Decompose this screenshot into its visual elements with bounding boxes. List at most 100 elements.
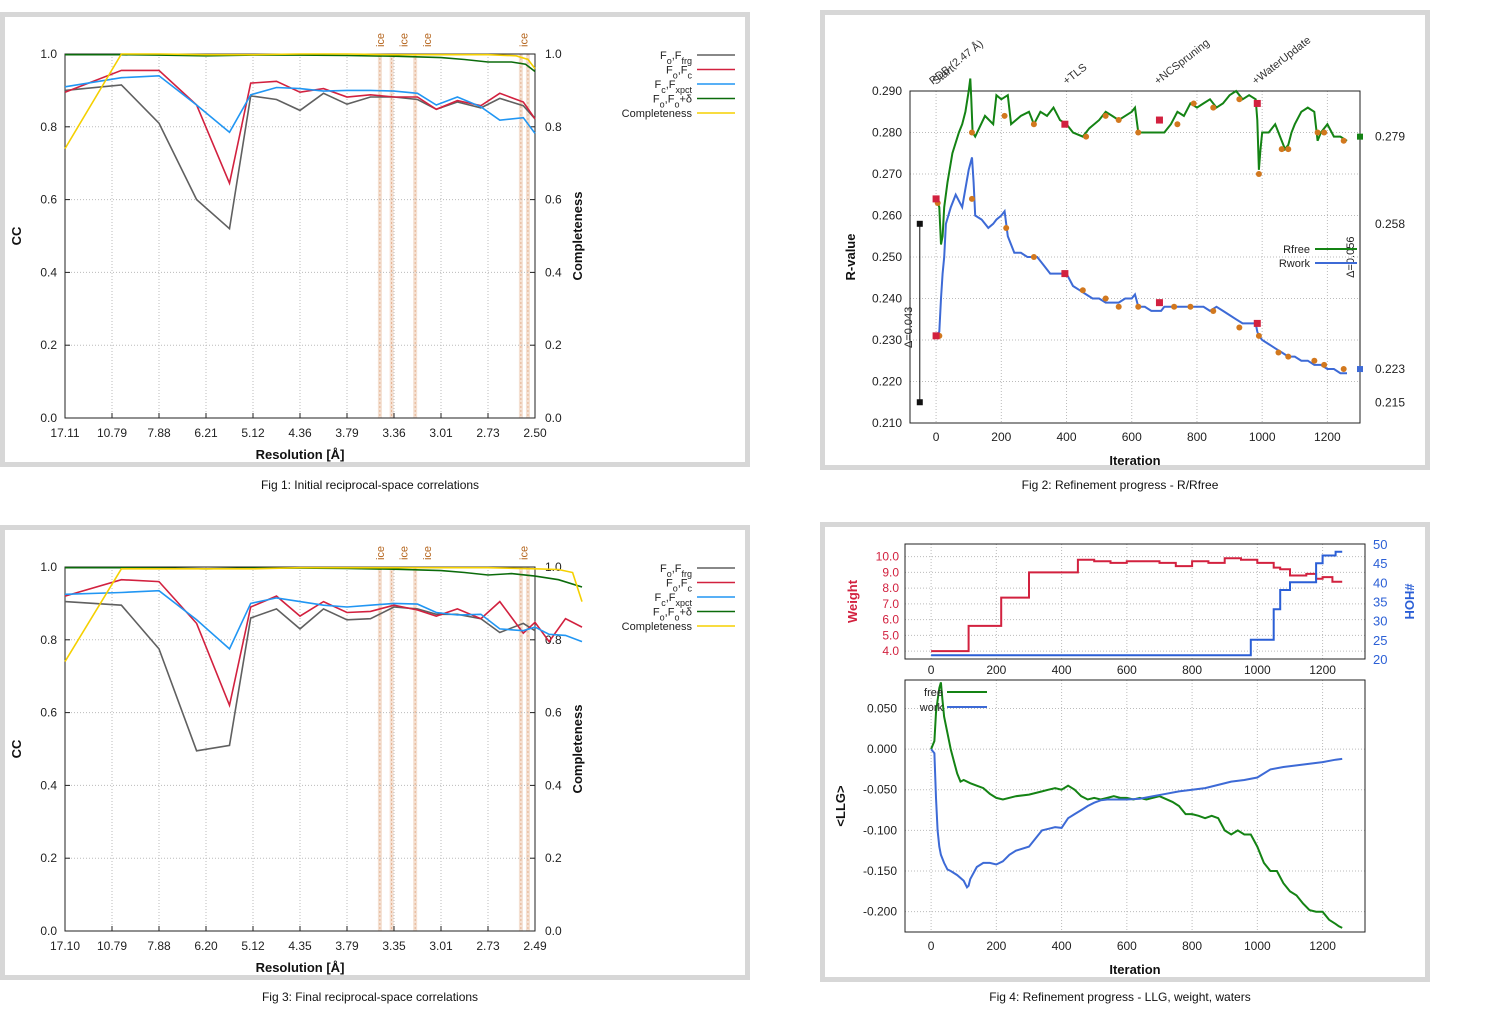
x-tick-label: 800 [1182,663,1202,677]
hoh-tick-label: 40 [1373,575,1387,590]
ice-label: ice [398,33,410,47]
y-tick-label: 0.260 [872,209,902,223]
legend-label: Rwork [1279,258,1311,270]
x-tick-label: 400 [1057,430,1077,444]
x-tick-label: 600 [1117,939,1137,953]
y-tick-label: 1.0 [40,47,57,61]
y-tick-label: 0.050 [867,701,897,715]
weight-tick-label: 6.0 [882,613,899,627]
orange-point [1135,303,1142,310]
x-tick-label: 1200 [1309,939,1336,953]
x-tick-label: 5.12 [241,939,265,953]
right-value-label: 0.279 [1375,130,1405,144]
orange-point [1255,332,1262,339]
y-tick-label: 0.0 [40,411,57,425]
top-plot-frame [904,543,1366,660]
x-tick-label: 10.79 [97,939,127,953]
x-tick-label: 2.73 [476,939,500,953]
orange-point [1285,146,1292,153]
x-tick-label: 1000 [1244,939,1271,953]
red-square [1155,116,1163,124]
x-tick-label: 4.35 [288,939,312,953]
y2-tick-label: 1.0 [545,47,562,61]
orange-point [1079,287,1086,294]
hoh-tick-label: 35 [1373,595,1387,610]
bottom-plot-frame [904,679,1366,933]
x-tick-label: 7.88 [147,939,171,953]
ice-label: ice [422,33,434,47]
x-tick-label: 17.11 [50,426,79,440]
y-tick-label: 0.6 [40,193,57,207]
x-tick-label: 200 [991,430,1011,444]
orange-point [1321,129,1328,136]
series-line-blue [64,74,536,134]
top-event-label: +NCSpruning [1152,37,1212,87]
y-axis-label: CC [9,739,24,758]
ice-label: ice [375,546,387,560]
top-event-label: +WaterUpdate [1250,34,1313,87]
fig2-panel: 0.210 0.220 0.230 0.240 0.250 0.260 0.270 0.280… [820,10,1430,470]
orange-point [1340,366,1347,373]
orange-point [1115,117,1122,124]
weight-axis-label: Weight [845,579,860,623]
y2-tick-label: 1.0 [545,560,562,574]
orange-point [1275,349,1282,356]
y2-axis-label: Completeness [570,705,585,794]
y2-tick-label: 0.2 [545,851,562,865]
fig4-caption: Fig 4: Refinement progress - LLG, weight… [989,990,1251,1004]
x-tick-label: 3.79 [335,426,359,440]
series-line-grey [64,84,536,231]
ice-label: ice [518,546,530,560]
ice-label: ice [422,546,434,560]
series-line-green [65,566,583,588]
y-tick-label: 1.0 [40,560,57,574]
red-square [932,332,940,340]
hoh-tick-label: 50 [1373,537,1387,552]
y-tick-label: 0.280 [872,126,902,140]
y-tick-label: 0.8 [40,120,57,134]
x-tick-label: 400 [1052,663,1072,677]
x-tick-label: 3.79 [335,939,359,953]
y-axis-label: R-value [843,234,858,281]
orange-point [1236,96,1243,103]
y-tick-label: -0.200 [863,905,897,919]
x-tick-label: 17.10 [50,939,80,953]
right-value-label: 0.258 [1375,217,1405,231]
y2-tick-label: 0.0 [545,924,562,938]
x-tick-label: 7.88 [147,426,171,440]
y-tick-label: -0.050 [863,783,897,797]
hoh-axis-label: #HOH [1402,583,1417,619]
x-axis-label: Resolution [Å] [256,447,345,462]
red-square [1253,319,1261,327]
top-event-label: +TLS [1061,62,1089,88]
pdb-rfree-marker [916,220,923,227]
final-rwork-marker [1357,366,1363,373]
legend-label: Fo,Fc [666,578,693,594]
x-tick-label: 0 [928,939,935,953]
right-value-label: 0.215 [1375,395,1405,409]
weight-tick-label: 7.0 [882,597,899,611]
legend-label: Rfree [1283,244,1310,256]
x-tick-label: 200 [986,663,1006,677]
x-tick-label: 1200 [1309,663,1336,677]
orange-point [1210,104,1217,111]
series-line-hoh [931,550,1343,657]
x-tick-label: 0 [928,663,935,677]
series-line-work [930,748,1343,889]
orange-point [1171,303,1178,310]
weight-tick-label: 10.0 [876,550,900,564]
legend-label: free [924,687,943,699]
series-line-yellow [64,566,583,663]
legend-label: Fo,Fo+δ [653,94,692,110]
series-line-free [930,682,1343,929]
orange-point [1187,303,1194,310]
orange-point [1311,357,1318,364]
x-tick-label: 600 [1122,430,1142,444]
x-tick-label: 4.36 [288,426,312,440]
series-line-rwork [935,157,1347,375]
weight-tick-label: 5.0 [882,628,899,642]
y-tick-label: 0.6 [40,706,57,720]
x-tick-label: 200 [986,939,1006,953]
x-tick-label: 3.01 [429,939,453,953]
